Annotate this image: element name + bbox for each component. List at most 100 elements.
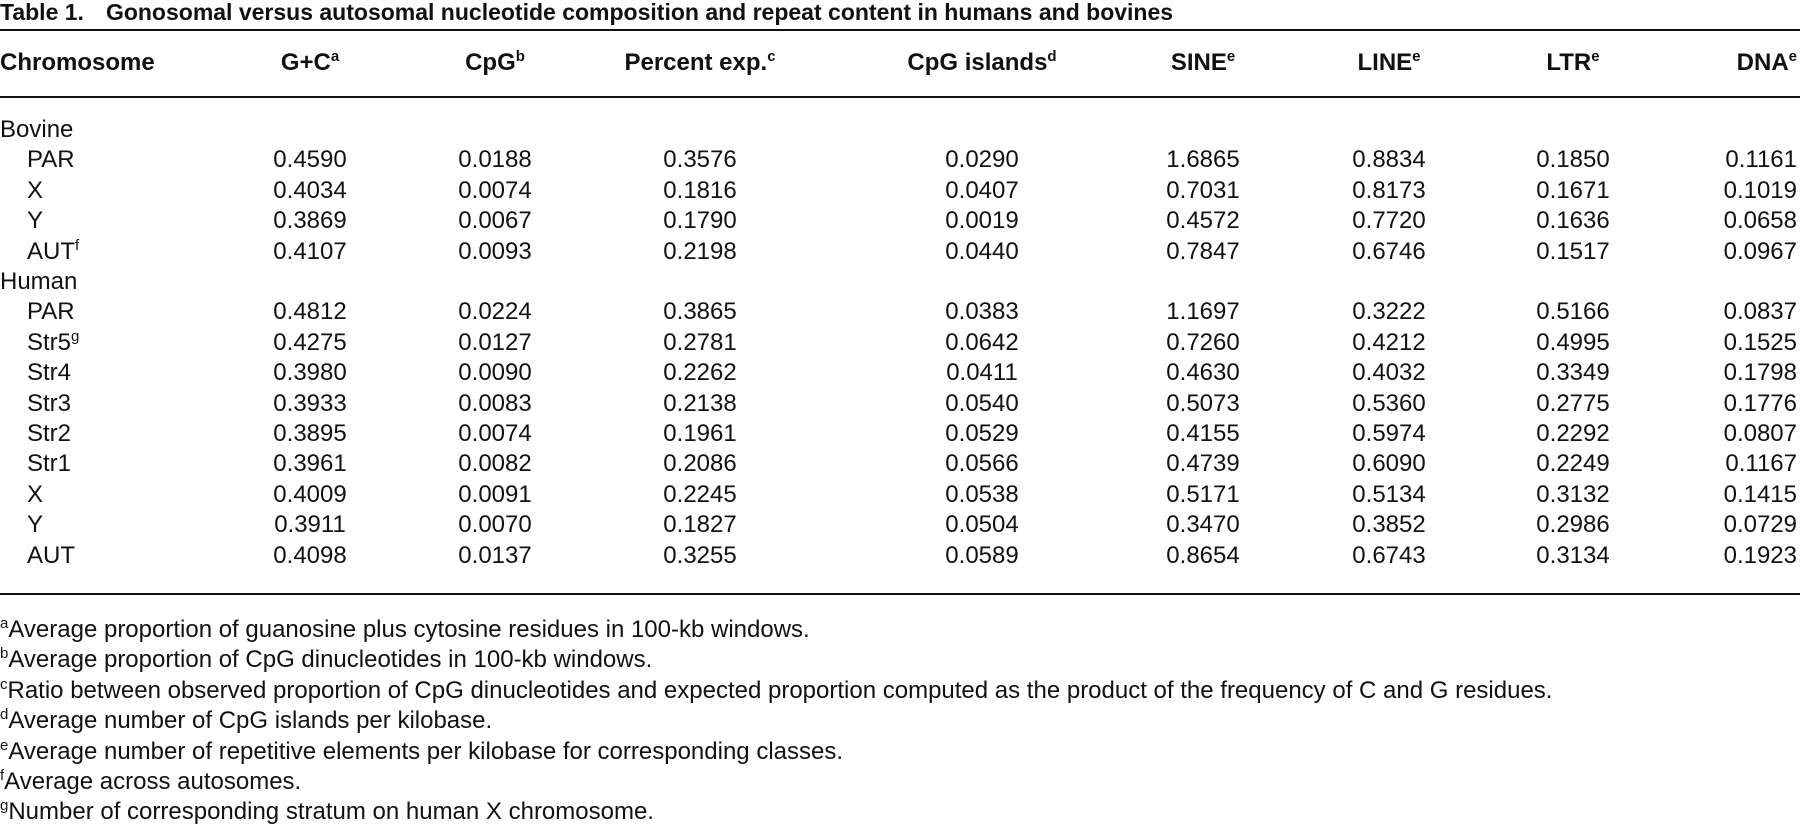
value-cell: 0.0090: [458, 358, 531, 388]
value-cell: 0.4098: [273, 541, 346, 571]
value-cell-text: 0.3576: [663, 146, 737, 174]
value-cell: 0.0067: [458, 206, 531, 236]
value-cell: 0.3865: [663, 297, 736, 327]
value-cell-text: 0.7031: [1166, 176, 1240, 204]
value-cell-text: 0.2262: [663, 359, 737, 387]
group-label-text: Human: [0, 268, 78, 295]
value-cell: 0.5134: [1352, 480, 1425, 510]
value-cell-text: 0.5360: [1352, 389, 1426, 417]
column-header: LINEe: [1357, 48, 1420, 78]
row-label-text: Y: [27, 511, 44, 539]
value-cell: 0.1167: [1725, 449, 1797, 479]
title-label: Table 1.: [0, 0, 84, 25]
footnote-text: Average proportion of guanosine plus cyt…: [8, 616, 810, 643]
footnote-mark: e: [0, 736, 9, 754]
row-label-text: X: [27, 480, 44, 508]
value-cell-text: 0.6743: [1352, 541, 1426, 569]
value-cell-text: 0.1798: [1723, 359, 1797, 387]
value-cell-text: 0.0642: [945, 328, 1019, 356]
value-cell-text: 0.1636: [1536, 207, 1610, 235]
column-header: SINEe: [1171, 48, 1235, 78]
value-cell-text: 0.0658: [1723, 207, 1797, 235]
value-cell-text: 0.4155: [1166, 420, 1240, 447]
value-cell: 0.1776: [1724, 389, 1797, 419]
value-cell: 0.4034: [273, 176, 346, 206]
column-header-text: Percent exp.: [624, 49, 768, 76]
footnote-text: Average number of CpG islands per kiloba…: [8, 707, 493, 735]
column-header-text: LTR: [1546, 49, 1592, 76]
value-cell: 0.2781: [663, 328, 736, 358]
value-cell: 0.0566: [945, 449, 1018, 479]
value-cell-text: 0.1167: [1725, 450, 1797, 478]
value-cell-text: 0.3222: [1352, 298, 1426, 326]
row-label-text: Str2: [27, 420, 72, 447]
value-cell-text: 0.5171: [1166, 480, 1240, 508]
footnote-text: Ratio between observed proportion of CpG…: [7, 676, 1553, 704]
value-cell-text: 0.2198: [663, 237, 737, 265]
row-label-text: Str5: [27, 328, 72, 356]
value-cell: 0.1798: [1724, 358, 1797, 388]
value-cell: 0.0837: [1724, 297, 1797, 327]
value-cell-text: 0.1816: [663, 176, 737, 204]
value-cell-text: 0.7847: [1166, 237, 1240, 265]
row-label: Str4: [27, 358, 71, 388]
bottom-rule: [0, 593, 1800, 595]
value-cell: 0.1850: [1536, 145, 1609, 175]
value-cell: 0.1961: [663, 419, 736, 449]
footnote-mark: e: [1226, 48, 1236, 65]
value-cell: 0.3980: [273, 358, 346, 388]
row-label: X: [27, 176, 43, 206]
value-cell: 0.8834: [1352, 145, 1425, 175]
value-cell-text: 0.0411: [946, 359, 1018, 387]
value-cell-text: 0.0091: [458, 480, 532, 508]
value-cell: 0.0074: [458, 176, 531, 206]
value-cell: 0.7720: [1352, 206, 1425, 236]
value-cell: 0.2249: [1536, 449, 1609, 479]
value-cell-text: 0.3961: [273, 450, 347, 478]
row-label: Str3: [27, 389, 71, 419]
value-cell: 0.0093: [458, 237, 531, 267]
value-cell: 0.1636: [1536, 206, 1609, 236]
footnote-mark: g: [0, 797, 9, 815]
value-cell: 0.3933: [273, 389, 346, 419]
value-cell-text: 0.3869: [273, 207, 347, 235]
row-label-text: Str4: [27, 359, 72, 387]
value-cell-text: 0.5166: [1536, 298, 1610, 326]
value-cell: 0.4275: [273, 328, 346, 358]
value-cell: 0.3895: [273, 419, 346, 449]
value-cell-text: 0.1517: [1536, 237, 1610, 265]
value-cell-text: 0.8834: [1352, 146, 1426, 174]
value-cell: 0.6743: [1352, 541, 1425, 571]
value-cell: 0.2138: [663, 389, 736, 419]
value-cell: 0.3852: [1352, 510, 1425, 540]
value-cell-text: 0.0082: [458, 450, 532, 478]
row-label-text: PAR: [27, 298, 75, 326]
value-cell: 0.0642: [945, 328, 1018, 358]
title-text: Gonosomal versus autosomal nucleotide co…: [105, 0, 1174, 25]
value-cell: 0.0070: [458, 510, 531, 540]
value-cell: 0.0504: [945, 510, 1018, 540]
value-cell-text: 0.0188: [458, 146, 532, 174]
value-cell: 0.3349: [1536, 358, 1609, 388]
value-cell-text: 0.4812: [273, 298, 347, 326]
footnote: bAverage proportion of CpG dinucleotides…: [0, 645, 652, 675]
footnote-text: Average proportion of CpG dinucleotides …: [8, 646, 653, 674]
value-cell: 0.5360: [1352, 389, 1425, 419]
value-cell-text: 0.4275: [273, 328, 347, 356]
footnote-mark: b: [515, 48, 525, 65]
value-cell-text: 0.3895: [273, 420, 347, 447]
value-cell-text: 0.5974: [1352, 420, 1426, 447]
value-cell: 0.4009: [273, 480, 346, 510]
value-cell: 0.1790: [663, 206, 736, 236]
value-cell: 0.1019: [1724, 176, 1797, 206]
value-cell-text: 0.1961: [663, 420, 737, 447]
value-cell: 0.3470: [1166, 510, 1239, 540]
value-cell: 0.3869: [273, 206, 346, 236]
value-cell: 0.8654: [1166, 541, 1239, 571]
value-cell: 0.2292: [1536, 419, 1609, 449]
footnote-mark: d: [1047, 48, 1057, 65]
value-cell: 0.0137: [458, 541, 531, 571]
row-label: Y: [27, 510, 43, 540]
value-cell-text: 0.4034: [273, 176, 347, 204]
